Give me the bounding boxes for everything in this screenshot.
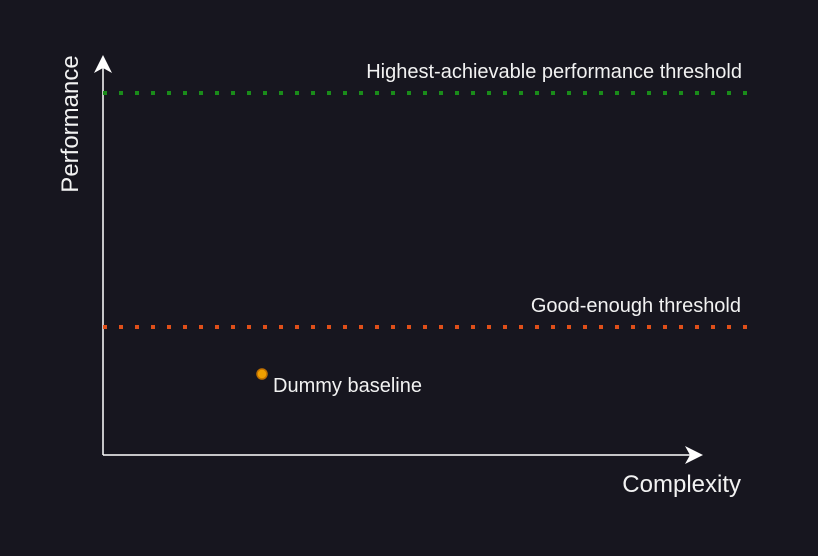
threshold-highest-label: Highest-achievable performance threshold (366, 61, 742, 83)
threshold-good-enough: Good-enough threshold (103, 295, 750, 329)
y-axis-label: Performance (57, 55, 84, 192)
axes (94, 55, 703, 464)
threshold-highest: Highest-achievable performance threshold (103, 61, 750, 95)
threshold-good-enough-label: Good-enough threshold (531, 295, 741, 317)
point-dummy-baseline: Dummy baseline (256, 368, 422, 397)
y-axis-arrowhead (94, 55, 112, 73)
dummy-baseline-label: Dummy baseline (273, 375, 422, 397)
x-axis-arrowhead (685, 446, 703, 464)
dummy-baseline-marker (256, 368, 268, 380)
x-axis-label: Complexity (622, 471, 741, 498)
